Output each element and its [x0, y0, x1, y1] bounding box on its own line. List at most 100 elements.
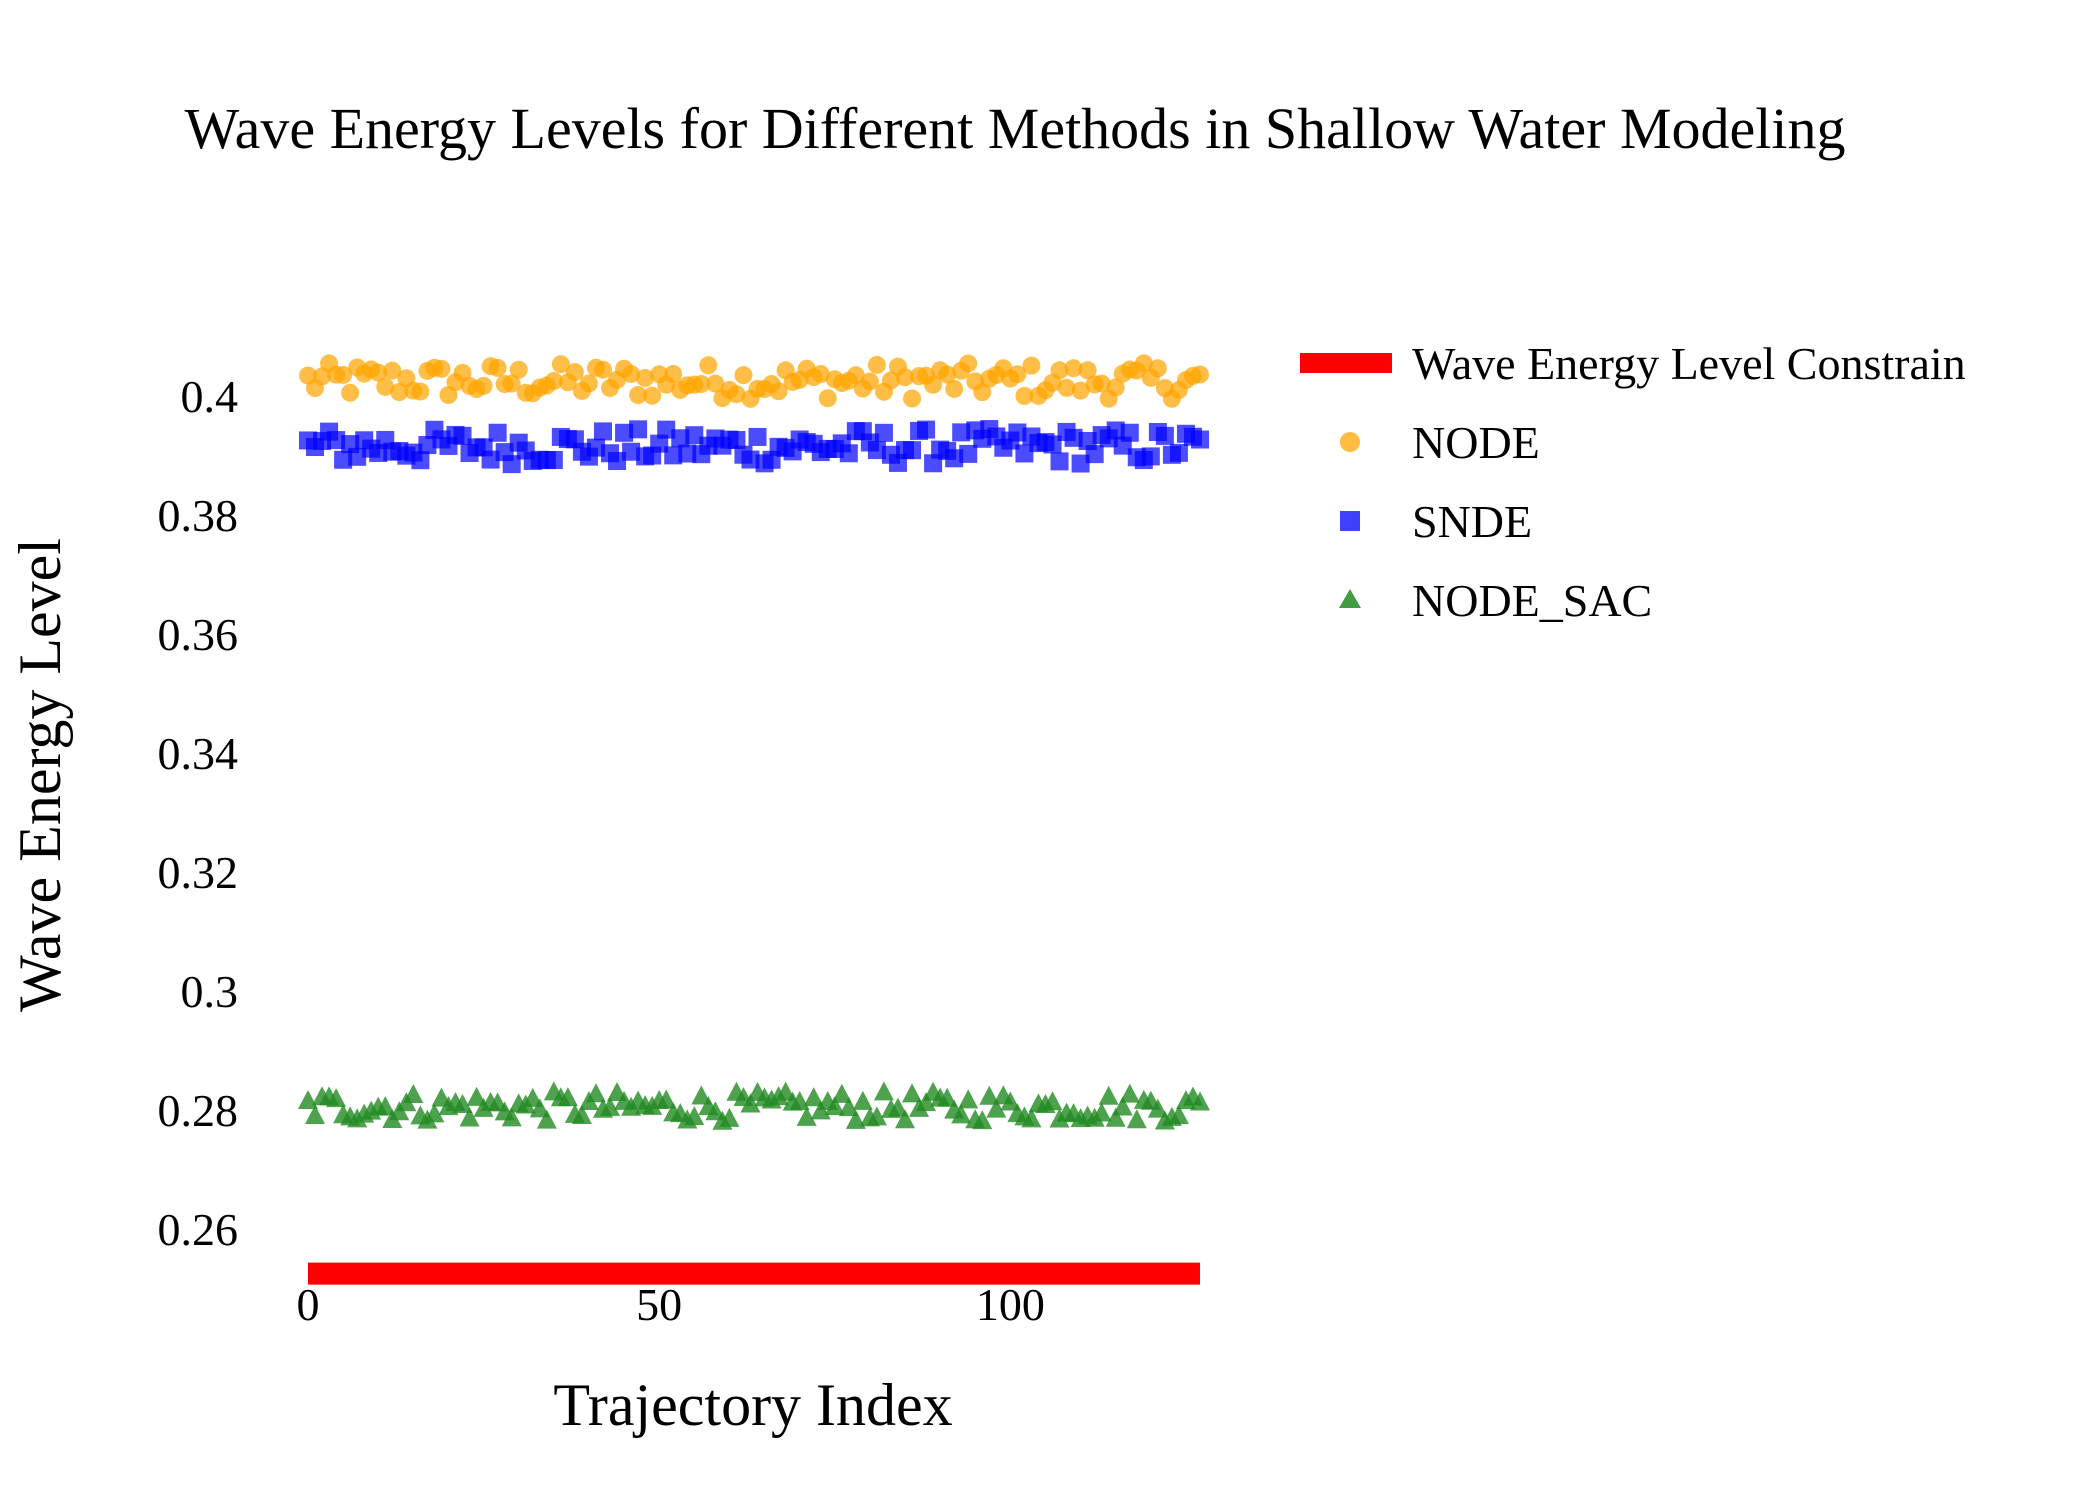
x-axis-ticks: 0 50 100	[297, 1279, 1045, 1330]
node-sac-point	[873, 1081, 894, 1101]
node-sac-point	[838, 1097, 859, 1117]
node-sac-point	[375, 1096, 396, 1116]
snde-point	[657, 420, 676, 439]
y-tick-label: 0.26	[158, 1204, 239, 1255]
node-sac-point	[972, 1110, 993, 1130]
node-sac-point	[571, 1105, 592, 1125]
node-point	[579, 374, 598, 393]
node-sac-point	[937, 1087, 958, 1107]
node-sac-point	[424, 1103, 445, 1123]
node-point	[1057, 378, 1076, 397]
node-point	[818, 389, 837, 408]
snde-point	[411, 451, 430, 470]
node-point	[1148, 359, 1167, 378]
node-sac-point	[600, 1096, 621, 1116]
node-sac-point	[459, 1107, 480, 1127]
node-point	[376, 377, 395, 396]
node-sac-point	[326, 1088, 347, 1108]
snde-point	[488, 423, 507, 442]
node-sac-point	[979, 1085, 1000, 1105]
legend-triangle-swatch	[1339, 589, 1361, 608]
snde-point	[664, 446, 683, 465]
node-point	[1071, 381, 1090, 400]
snde-point	[952, 423, 971, 442]
snde-point	[1169, 443, 1188, 462]
node-point	[706, 374, 725, 393]
node-point	[565, 363, 584, 382]
node-sac-point	[986, 1098, 1007, 1118]
node-point	[1191, 365, 1209, 384]
x-axis-label: Trajectory Index	[553, 1372, 952, 1438]
node-point	[727, 385, 746, 404]
node-sac-point	[452, 1093, 473, 1113]
legend-label: NODE	[1412, 417, 1540, 468]
snde-point	[608, 452, 627, 471]
node-sac-point	[656, 1089, 677, 1109]
node-point	[411, 382, 430, 401]
snde-point	[839, 444, 858, 463]
node-point	[1092, 374, 1111, 393]
node-sac-point	[1168, 1104, 1189, 1124]
snde-point	[1141, 447, 1160, 466]
node-point	[973, 383, 992, 402]
snde-point	[945, 449, 964, 468]
snde-point	[1120, 423, 1139, 442]
y-tick-label: 0.4	[181, 371, 239, 422]
x-tick-label: 100	[976, 1279, 1045, 1330]
node-sac-point	[1112, 1096, 1133, 1116]
node-point	[369, 363, 388, 382]
node-point	[959, 354, 978, 373]
node-sac-point	[684, 1106, 705, 1126]
snde-point	[874, 423, 893, 442]
node-point	[1015, 386, 1034, 405]
node-sac-point	[958, 1089, 979, 1109]
node-point	[1134, 354, 1153, 373]
node-sac-point	[887, 1097, 908, 1117]
node-sac-point	[845, 1109, 866, 1129]
y-tick-label: 0.32	[158, 847, 239, 898]
snde-point	[1155, 426, 1174, 445]
snde-point	[1085, 445, 1104, 464]
node-sac-point	[529, 1098, 550, 1118]
snde-point	[650, 434, 669, 453]
node-point	[474, 376, 493, 395]
legend-line-swatch	[1300, 353, 1392, 373]
node-point	[629, 386, 648, 405]
legend-item: SNDE	[1340, 496, 1532, 547]
node-point	[769, 382, 788, 401]
node-sac-point	[1021, 1108, 1042, 1128]
node-point	[334, 365, 353, 384]
node-point	[622, 364, 641, 383]
snde-point	[502, 455, 521, 474]
snde-point	[544, 451, 563, 470]
node-point	[432, 359, 451, 378]
legend-label: NODE_SAC	[1412, 575, 1652, 626]
node-sac-point	[1190, 1091, 1210, 1111]
node-point	[341, 383, 360, 402]
snde-point	[622, 442, 641, 461]
node-sac-point	[466, 1086, 487, 1106]
legend: Wave Energy Level Constrain NODE SNDE NODE_…	[1300, 338, 1966, 626]
node-point	[643, 386, 662, 405]
snde-point	[678, 444, 697, 463]
node-point	[544, 371, 563, 390]
node-sac-point	[536, 1109, 557, 1129]
snde-point	[586, 438, 605, 457]
legend-label: SNDE	[1412, 496, 1532, 547]
x-tick-label: 50	[636, 1279, 682, 1330]
y-tick-label: 0.36	[158, 609, 239, 660]
y-axis-label: Wave Energy Level	[7, 538, 73, 1012]
y-tick-label: 0.28	[158, 1085, 239, 1136]
node-sac-point	[895, 1109, 916, 1129]
node-sac-point	[1126, 1109, 1147, 1129]
node-point	[734, 366, 753, 385]
node-sac-point	[852, 1090, 873, 1110]
node-sac-point	[1042, 1091, 1063, 1111]
snde-point	[727, 431, 746, 450]
legend-square-swatch	[1340, 511, 1360, 531]
node-point	[860, 372, 879, 391]
snde-point	[1191, 430, 1209, 449]
node-point	[811, 365, 830, 384]
snde-point	[453, 426, 472, 445]
